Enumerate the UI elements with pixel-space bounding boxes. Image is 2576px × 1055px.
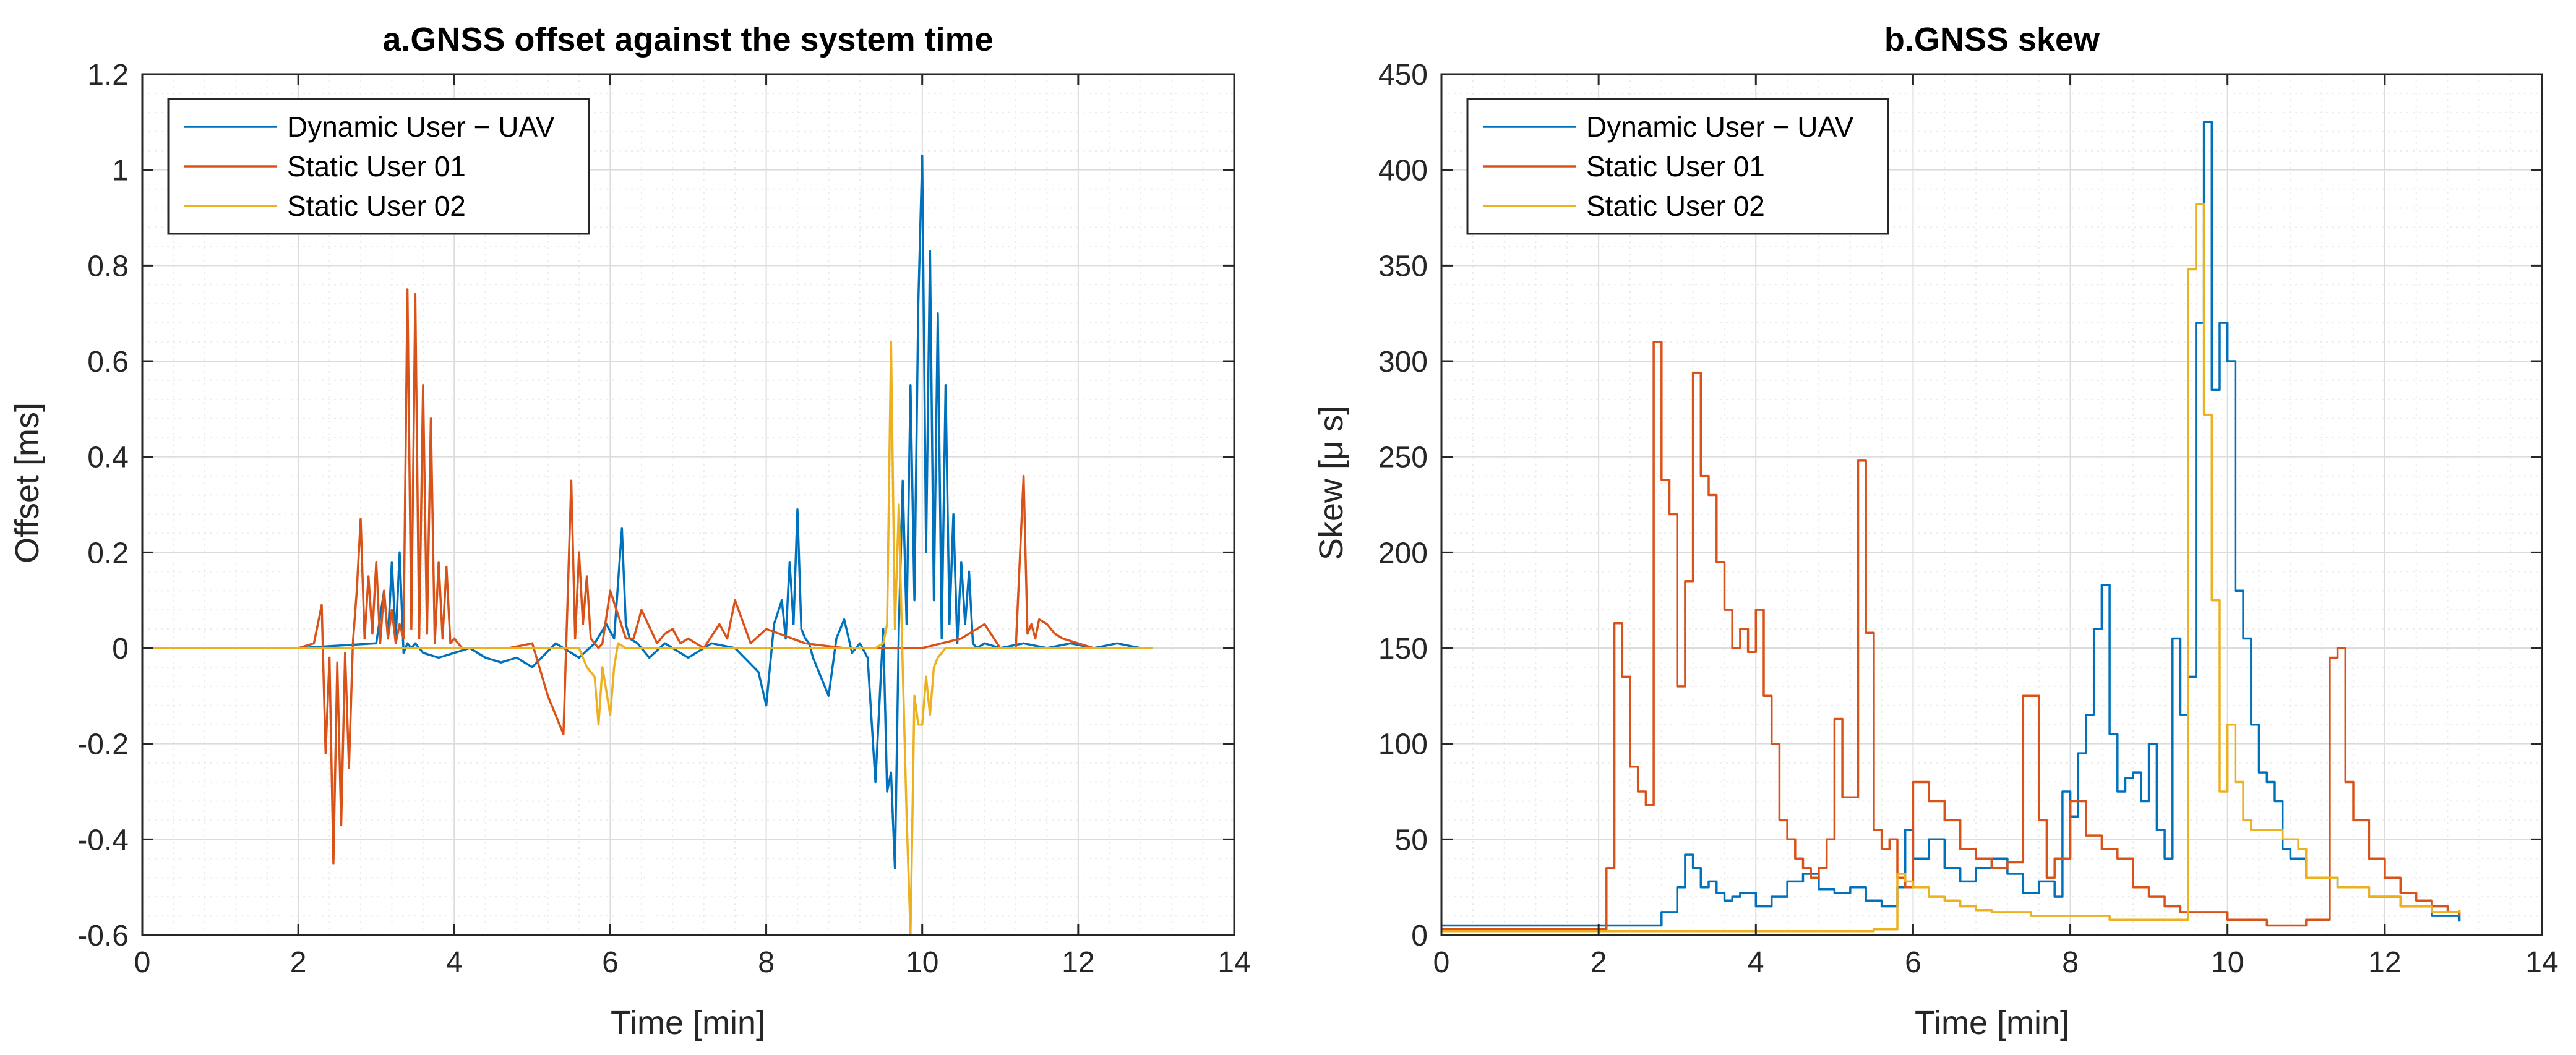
chart-skew-ticks: 0 2 4 6 8 10 12 14 0 50 100 150 200 250 300 350 400 450 bbox=[1378, 59, 2559, 979]
y-tick-label: 200 bbox=[1378, 537, 1428, 570]
chart-skew-title: b.GNSS skew bbox=[1884, 21, 2100, 58]
x-tick-label: 6 bbox=[1905, 946, 1921, 979]
x-tick-label: 0 bbox=[134, 946, 151, 979]
legend-label: Static User 02 bbox=[1586, 190, 1765, 222]
x-tick-label: 0 bbox=[1433, 946, 1450, 979]
chart-skew-legend: Dynamic User − UAV Static User 01 Static U… bbox=[1466, 98, 1889, 235]
y-tick-label: 150 bbox=[1378, 633, 1428, 665]
chart-offset-series bbox=[142, 154, 1153, 936]
legend-label: Static User 01 bbox=[287, 150, 466, 182]
series-line-static-user-02 bbox=[1441, 203, 2461, 933]
legend-label: Dynamic User − UAV bbox=[287, 111, 555, 143]
x-tick-label: 2 bbox=[1591, 946, 1607, 979]
y-tick-label: 450 bbox=[1378, 59, 1428, 92]
x-tick-label: 2 bbox=[290, 946, 307, 979]
y-tick-label: 0.2 bbox=[87, 537, 129, 570]
y-tick-label: 250 bbox=[1378, 442, 1428, 474]
y-tick-label: 300 bbox=[1378, 346, 1428, 378]
x-tick-label: 14 bbox=[2525, 946, 2558, 979]
y-tick-label: 0 bbox=[1411, 920, 1428, 952]
chart-skew-axes-box bbox=[1440, 73, 2543, 936]
y-tick-label: 0 bbox=[112, 633, 129, 665]
y-tick-label: -0.4 bbox=[77, 824, 129, 856]
y-tick-label: 0.4 bbox=[87, 442, 129, 474]
chart-offset-axes-box bbox=[141, 73, 1235, 936]
chart-offset-xlabel: Time [min] bbox=[611, 1004, 765, 1041]
chart-offset-ticks: 0 2 4 6 8 10 12 14 -0.6 -0.4 -0.2 0 0.2 0.4 0.6 0.8 1 1.2 bbox=[77, 59, 1250, 979]
x-tick-label: 8 bbox=[758, 946, 775, 979]
chart-skew-ylabel: Skew [μ s] bbox=[1313, 406, 1350, 560]
series-line-static-user-02 bbox=[142, 341, 1153, 936]
chart-skew-series bbox=[1441, 121, 2461, 933]
series-line-dynamic-user-uav bbox=[142, 154, 1153, 869]
x-tick-label: 4 bbox=[1748, 946, 1764, 979]
x-tick-label: 10 bbox=[2211, 946, 2244, 979]
x-tick-label: 4 bbox=[446, 946, 463, 979]
y-tick-label: -0.6 bbox=[77, 920, 129, 952]
y-tick-label: 400 bbox=[1378, 155, 1428, 187]
chart-offset: a.GNSS offset against the system time 0 2… bbox=[9, 21, 1251, 1041]
y-tick-label: 0.8 bbox=[87, 250, 129, 283]
x-tick-label: 12 bbox=[2368, 946, 2401, 979]
x-tick-label: 10 bbox=[906, 946, 938, 979]
legend-label: Static User 02 bbox=[287, 190, 466, 222]
chart-offset-title: a.GNSS offset against the system time bbox=[382, 21, 993, 58]
x-tick-label: 8 bbox=[2062, 946, 2079, 979]
x-tick-label: 6 bbox=[602, 946, 619, 979]
chart-skew-xlabel: Time [min] bbox=[1915, 1004, 2069, 1041]
legend-box bbox=[167, 98, 590, 235]
series-line-static-user-01 bbox=[142, 288, 1153, 865]
legend-label: Static User 01 bbox=[1586, 150, 1765, 182]
legend-label: Dynamic User − UAV bbox=[1586, 111, 1854, 143]
x-tick-label: 14 bbox=[1217, 946, 1250, 979]
chart-offset-ylabel: Offset [ms] bbox=[9, 403, 46, 563]
chart-offset-legend: Dynamic User − UAV Static User 01 Static U… bbox=[167, 98, 590, 235]
y-tick-label: 350 bbox=[1378, 250, 1428, 283]
series-line-static-user-01 bbox=[1441, 341, 2461, 931]
x-tick-label: 12 bbox=[1062, 946, 1094, 979]
y-tick-label: 50 bbox=[1395, 824, 1428, 856]
y-tick-label: 1.2 bbox=[87, 59, 129, 92]
y-tick-label: 0.6 bbox=[87, 346, 129, 378]
y-tick-label: -0.2 bbox=[77, 728, 129, 761]
y-tick-label: 1 bbox=[112, 155, 129, 187]
y-tick-label: 100 bbox=[1378, 728, 1428, 761]
chart-skew: b.GNSS skew 0 2 4 6 8 10 12 14 0 50 100 150 200 250 30… bbox=[1313, 21, 2559, 1041]
